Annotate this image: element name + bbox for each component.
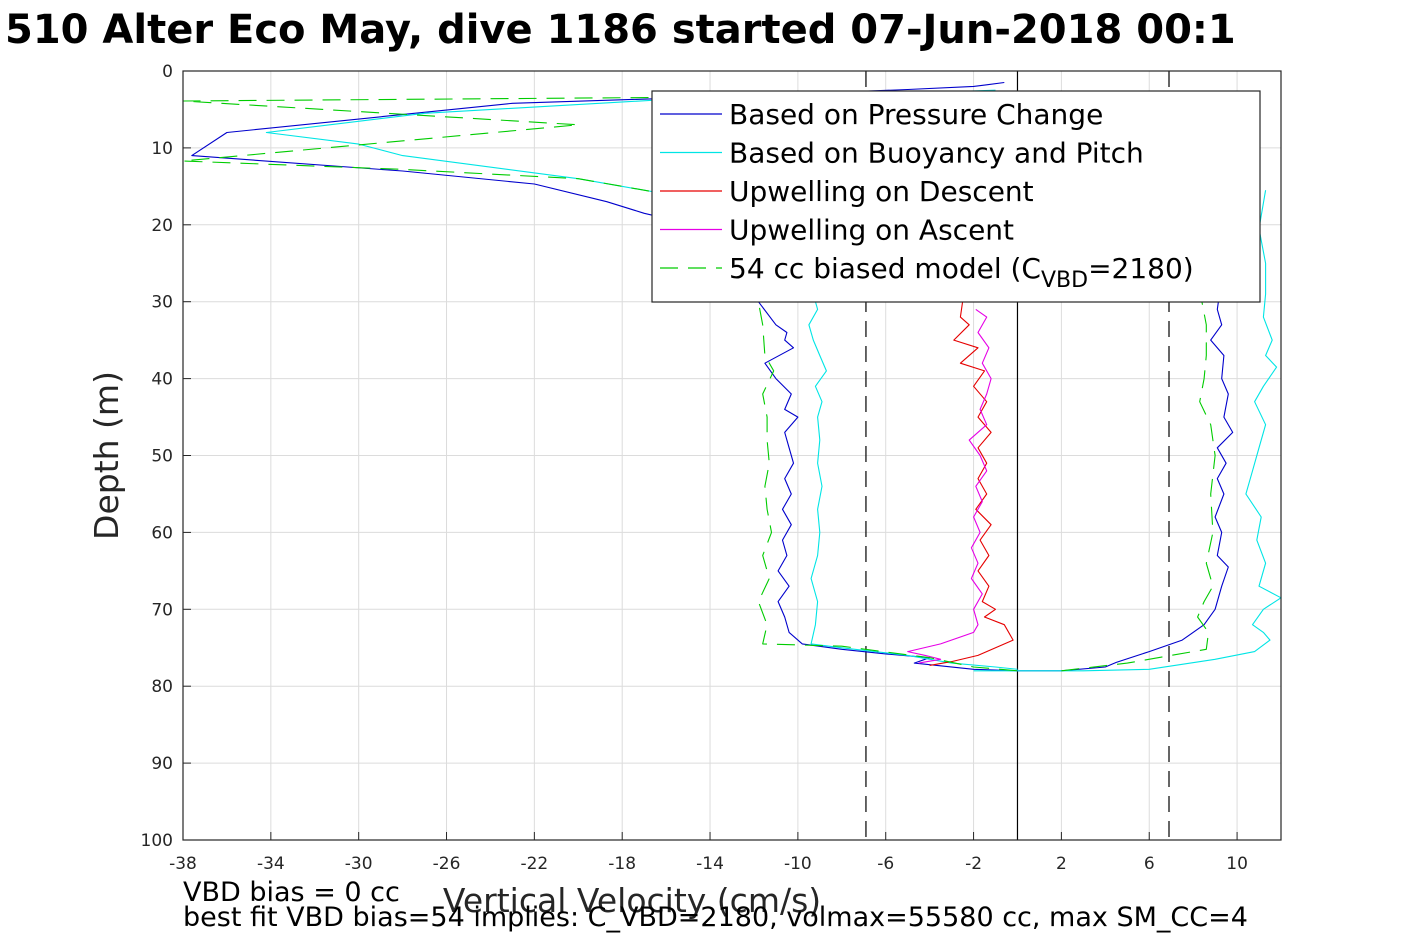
x-tick-label: 2 (1056, 854, 1067, 874)
series-line-pressure_ascent (1061, 263, 1234, 672)
y-tick-label: 100 (141, 831, 173, 851)
legend-label: 54 cc biased model (CVBD=2180) (729, 252, 1194, 293)
legend-label: Upwelling on Descent (729, 175, 1034, 208)
x-tick-labels: -38 -34 -30 -26 -22 -18 -14 -10 -6 -2 2 6 10 (169, 832, 1248, 874)
y-tick-label: 60 (151, 523, 173, 543)
y-tick-label: 10 (151, 139, 173, 159)
x-tick-label: 6 (1144, 854, 1155, 874)
y-tick-label: 80 (151, 677, 173, 697)
legend-label: Based on Buoyancy and Pitch (729, 137, 1144, 170)
series-line-buoyancy_ascent (973, 190, 1282, 672)
x-tick-label: -34 (257, 854, 285, 874)
y-tick-label: 70 (151, 600, 173, 620)
y-tick-labels: 0 10 20 30 40 50 60 70 80 90 100 (141, 62, 191, 851)
y-tick-label: 20 (151, 216, 173, 236)
x-tick-label: -22 (520, 854, 548, 874)
x-axis-label: Vertical Velocity (cm/s) (443, 881, 821, 920)
vbd-bias-note: VBD bias = 0 cc (183, 877, 400, 908)
legend: Based on Pressure Change Based on Buoyanc… (651, 90, 1261, 303)
best-fit-note: best fit VBD bias=54 implies: C_VBD=2180… (183, 902, 1248, 933)
series-line-model_descent (182, 91, 1018, 672)
x-tick-label: -10 (784, 854, 812, 874)
x-tick-label: -14 (696, 854, 724, 874)
series-line-upwelling_descent (929, 301, 1014, 666)
data-series (182, 81, 1282, 672)
y-tick-label: 40 (151, 370, 173, 390)
series-line-upwelling_ascent (907, 308, 992, 664)
chart-title: 510 Alter Eco May, dive 1186 started 07-… (5, 7, 1236, 53)
y-tick-label: 0 (162, 62, 173, 82)
series-line-buoyancy_descent (265, 89, 1018, 670)
x-tick-label: -2 (965, 854, 982, 874)
legend-box (651, 90, 1261, 303)
y-tick-label: 90 (151, 754, 173, 774)
x-tick-label: -18 (608, 854, 636, 874)
y-axis-label: Depth (m) (87, 371, 126, 540)
x-tick-label: -26 (433, 854, 461, 874)
series-line-model_ascent (1061, 301, 1216, 672)
x-tick-label: 10 (1226, 854, 1248, 874)
y-tick-label: 30 (151, 293, 173, 313)
legend-label: Based on Pressure Change (729, 98, 1103, 131)
y-tick-label: 50 (151, 447, 173, 467)
x-tick-label: -38 (169, 854, 197, 874)
x-tick-label: -6 (877, 854, 894, 874)
x-tick-label: -30 (345, 854, 373, 874)
legend-label: Upwelling on Ascent (729, 214, 1014, 247)
